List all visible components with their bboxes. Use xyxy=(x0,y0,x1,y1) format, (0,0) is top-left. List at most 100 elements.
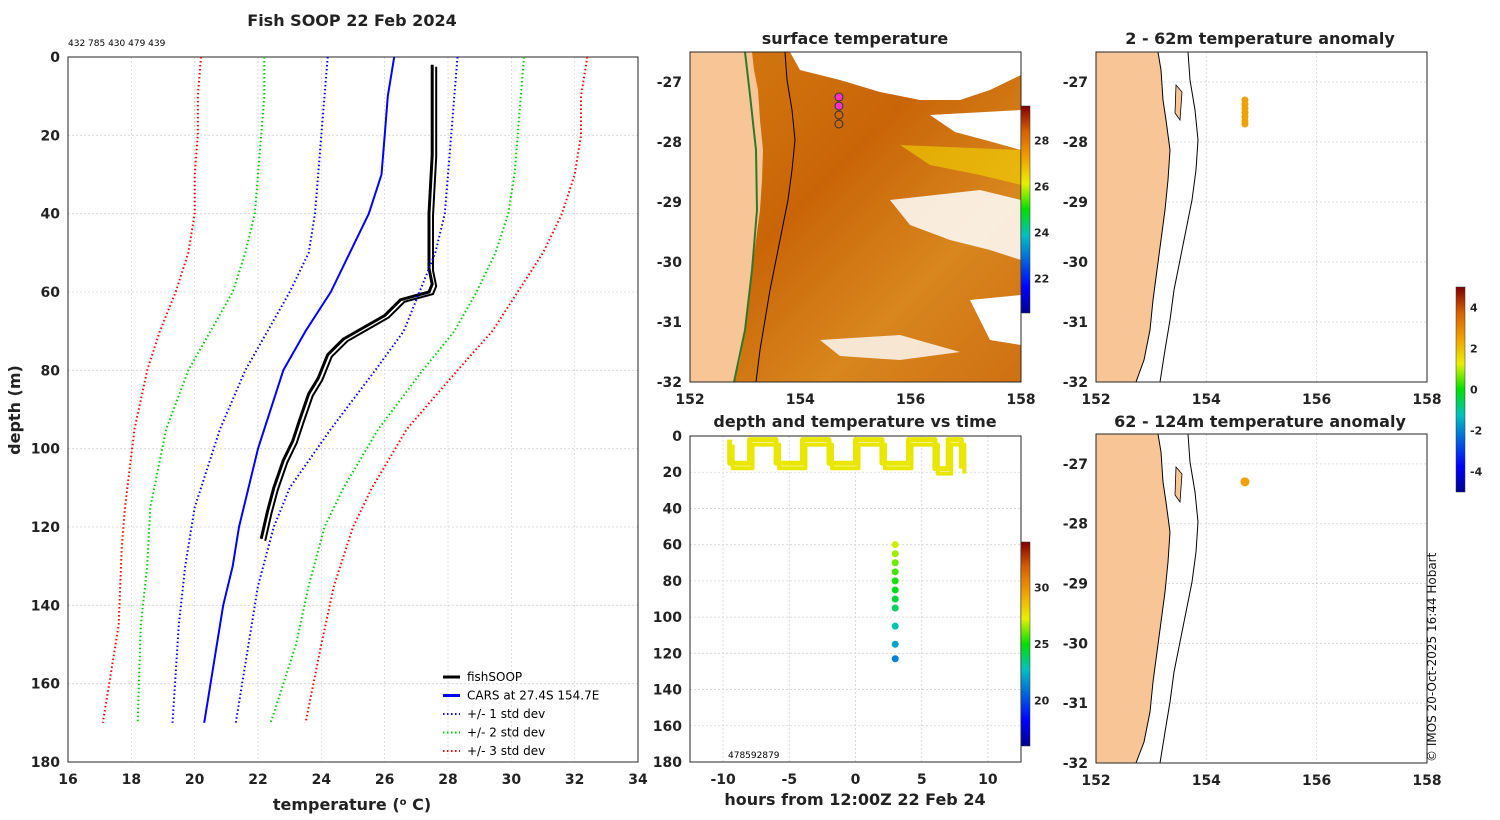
colorbar-tick-label: 26 xyxy=(1034,181,1050,194)
y-tick-label: -28 xyxy=(657,135,682,151)
anomaly-shallow-isobath xyxy=(1159,52,1199,382)
anomaly-shallow-title: 2 - 62m temperature anomaly xyxy=(1125,29,1395,48)
legend-label: +/- 1 std dev xyxy=(467,707,545,721)
depth-time-track xyxy=(730,442,967,476)
colorbar-tick-label: 24 xyxy=(1034,227,1050,240)
y-tick-label: 120 xyxy=(31,520,60,536)
y-tick-label: 100 xyxy=(653,610,682,626)
x-tick-label: 156 xyxy=(1302,773,1331,789)
colorbar-tick-label: 4 xyxy=(1470,302,1478,315)
sst-isobath xyxy=(755,52,796,382)
y-tick-label: 40 xyxy=(663,501,683,517)
sst-cloud xyxy=(890,190,1021,260)
anomaly-deep-land xyxy=(1096,434,1170,763)
sst-map xyxy=(690,52,1021,382)
y-tick-label: 160 xyxy=(31,677,60,693)
anomaly-deep-title: 62 - 124m temperature anomaly xyxy=(1114,412,1406,431)
anomaly-shallow-map xyxy=(1096,52,1199,382)
y-tick-label: -29 xyxy=(1063,577,1088,593)
sst-colorbar-ticks: 22 24 26 28 xyxy=(1034,135,1050,286)
depth-time-track xyxy=(727,437,964,472)
x-tick-label: 26 xyxy=(375,772,394,788)
profile-title: Fish SOOP 22 Feb 2024 xyxy=(247,11,456,30)
series-line xyxy=(136,57,266,723)
x-tick-label: 156 xyxy=(896,392,925,408)
anomaly-deep-isobath xyxy=(1159,434,1199,763)
anomaly-deep-panel: 62 - 124m temperature anomaly 152 154 156 1… xyxy=(1063,412,1442,789)
series-line xyxy=(101,56,202,723)
depth-time-point xyxy=(891,622,899,630)
depth-time-point xyxy=(891,550,899,558)
y-tick-label: 180 xyxy=(653,755,682,771)
y-tick-label: -31 xyxy=(1063,696,1088,712)
y-tick-label: 80 xyxy=(663,574,683,590)
sst-stations xyxy=(834,92,844,129)
y-tick-label: -30 xyxy=(1063,636,1089,652)
depth-time-xlabel: hours from 12:00Z 22 Feb 24 xyxy=(724,790,985,809)
y-tick-label: -32 xyxy=(1063,375,1088,391)
depth-time-grid xyxy=(690,435,1021,763)
colorbar-tick-label: 28 xyxy=(1034,135,1049,148)
y-tick-label: -27 xyxy=(657,75,682,91)
x-tick-label: 22 xyxy=(248,772,267,788)
depth-time-colorbar-ticks: 30 25 20 xyxy=(1034,581,1050,707)
y-tick-label: 80 xyxy=(41,363,61,379)
depth-time-title: depth and temperature vs time xyxy=(713,412,996,431)
anomaly-deep-points xyxy=(1240,477,1250,487)
x-tick-label: 20 xyxy=(185,772,205,788)
depth-time-point xyxy=(891,604,899,612)
colorbar-tick-label: 22 xyxy=(1034,273,1049,286)
y-tick-label: -30 xyxy=(657,255,683,271)
profile-panel: Fish SOOP 22 Feb 2024 432 785 430 479 43… xyxy=(5,11,648,814)
x-tick-label: 156 xyxy=(1302,392,1331,408)
depth-time-point xyxy=(891,577,899,585)
y-tick-label: 0 xyxy=(50,50,60,66)
sst-title: surface temperature xyxy=(762,29,949,48)
series-line xyxy=(264,66,438,542)
x-tick-label: -10 xyxy=(710,772,736,788)
legend-label: CARS at 27.4S 154.7E xyxy=(467,689,599,703)
x-tick-label: 16 xyxy=(58,772,77,788)
x-tick-label: 152 xyxy=(1081,392,1110,408)
x-tick-label: 32 xyxy=(565,772,584,788)
depth-time-point xyxy=(891,655,899,663)
anomaly-shallow-axes xyxy=(1095,51,1428,383)
x-tick-label: 154 xyxy=(1192,392,1221,408)
y-tick-label: 180 xyxy=(31,755,60,771)
y-tick-label: -28 xyxy=(1063,135,1088,151)
sst-cloud xyxy=(930,110,1021,150)
x-tick-label: 158 xyxy=(1412,392,1441,408)
sst-ticks: 152 154 156 158 -27 -28 -29 -30 -31 -32 xyxy=(657,75,1036,408)
sst-land xyxy=(690,52,763,382)
sst-warm-front xyxy=(900,145,1021,185)
y-tick-label: 40 xyxy=(41,207,61,223)
anomaly-colorbar xyxy=(1455,286,1466,493)
y-tick-label: 0 xyxy=(672,429,682,445)
anomaly-shallow-coastline xyxy=(1135,52,1171,382)
colorbar-tick-label: 2 xyxy=(1470,343,1478,356)
y-tick-label: 60 xyxy=(663,538,683,554)
profile-lines xyxy=(101,56,589,724)
series-line xyxy=(203,56,396,723)
y-tick-label: 160 xyxy=(653,719,682,735)
colorbar-tick-label: 25 xyxy=(1034,638,1049,651)
profile-legend: fishSOOP CARS at 27.4S 154.7E +/- 1 std de… xyxy=(443,670,599,758)
x-tick-label: 154 xyxy=(1192,773,1221,789)
x-tick-label: 18 xyxy=(122,772,141,788)
colorbar-tick-label: 20 xyxy=(1034,695,1050,708)
depth-time-point xyxy=(891,541,899,549)
depth-time-point xyxy=(891,568,899,576)
y-tick-label: 140 xyxy=(31,598,60,614)
y-tick-label: 120 xyxy=(653,646,682,662)
x-tick-label: 158 xyxy=(1006,392,1035,408)
colorbar-tick-label: -4 xyxy=(1470,466,1483,479)
depth-time-panel: depth and temperature vs time -10 -5 0 5 100… xyxy=(653,412,1050,809)
x-tick-label: 24 xyxy=(312,772,332,788)
colorbar-tick-label: 0 xyxy=(1470,384,1478,397)
x-tick-label: 154 xyxy=(786,392,815,408)
anomaly-deep-island xyxy=(1174,465,1183,504)
x-tick-label: 34 xyxy=(628,772,648,788)
anomaly-shallow-panel: 2 - 62m temperature anomaly 152 154 156 158… xyxy=(1063,29,1442,408)
